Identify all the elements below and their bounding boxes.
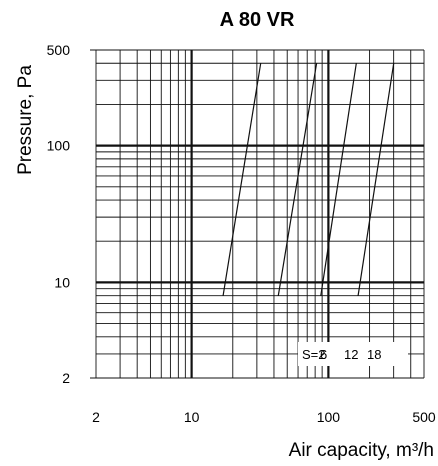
x-tick-label: 500 (412, 409, 436, 425)
x-axis-title: Air capacity, m³/h (289, 440, 434, 461)
y-tick-label: 100 (47, 138, 71, 154)
x-tick-label: 2 (92, 409, 100, 425)
y-tick-labels: 2 10 100 500 (47, 42, 71, 386)
series-lines (222, 63, 395, 296)
series-label: S=2 (302, 347, 326, 362)
series-line (277, 63, 318, 296)
series-label: 6 (320, 347, 327, 362)
y-tick-label: 2 (62, 370, 70, 386)
y-tick-label: 500 (47, 42, 71, 58)
chart-title: A 80 VR (220, 9, 295, 31)
x-tick-label: 10 (184, 409, 200, 425)
series-line (357, 63, 395, 296)
grid (90, 49, 425, 379)
series-line (222, 63, 262, 296)
series-line (320, 63, 357, 296)
series-label: 18 (367, 347, 381, 362)
series-label-box (298, 342, 408, 366)
y-axis-title: Pressure, Pa (15, 65, 36, 175)
series-labels: S=26 12 18 (302, 347, 381, 362)
x-tick-label: 100 (317, 409, 341, 425)
x-tick-labels: 2 10 100 500 (92, 409, 436, 425)
y-tick-label: 10 (54, 274, 70, 290)
series-label: 12 (344, 347, 358, 362)
